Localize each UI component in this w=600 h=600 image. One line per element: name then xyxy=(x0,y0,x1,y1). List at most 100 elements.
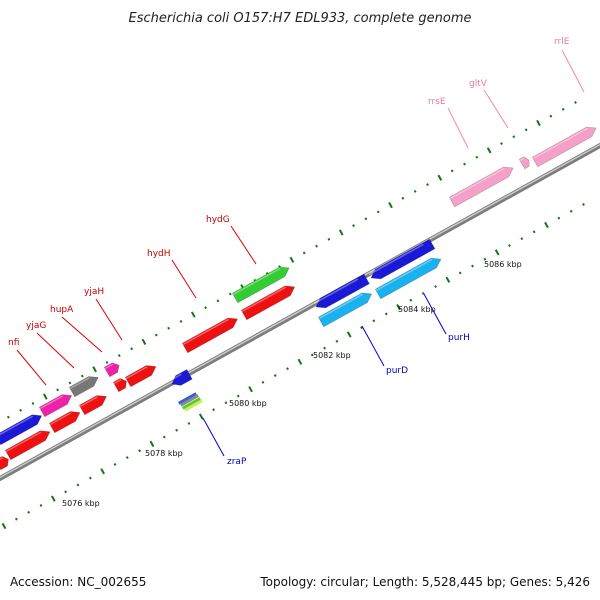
gene-zraP-band-3 xyxy=(184,399,203,412)
gene-magenta-a-highlight xyxy=(39,395,64,410)
gene-red-hydG-highlight xyxy=(241,286,287,313)
genome-backbone xyxy=(0,142,600,482)
gene-red-a-highlight xyxy=(0,457,4,461)
gene-label-hydG: hydG xyxy=(206,215,230,225)
gene-blue-a-highlight xyxy=(0,415,34,436)
tick-mark xyxy=(310,353,314,357)
gene-red-f xyxy=(124,365,157,388)
tick-mark xyxy=(582,203,585,206)
tick-mark xyxy=(113,462,117,466)
tick-mark xyxy=(536,119,541,127)
tick-mark xyxy=(372,319,376,323)
tick-mark xyxy=(327,237,331,241)
gene-green-a-highlight xyxy=(232,267,281,296)
tick-mark xyxy=(149,440,155,448)
gene-red-a xyxy=(0,456,9,471)
tick-mark xyxy=(384,312,388,316)
leader-zraP xyxy=(202,417,225,457)
gene-blue-a xyxy=(0,414,43,446)
gene-magenta-b-highlight xyxy=(104,363,114,370)
tick-mark xyxy=(39,504,43,507)
gene-cyan-a-highlight xyxy=(318,293,364,320)
tick-mark xyxy=(569,209,573,213)
tick-mark xyxy=(364,217,368,221)
tick-mark xyxy=(409,298,413,302)
tick-label-5076: 5076 kbp xyxy=(62,499,100,508)
tick-mark xyxy=(549,114,553,118)
gene-zraP-band-1 xyxy=(180,394,199,407)
gene-label-yjaH: yjaH xyxy=(84,287,104,297)
tick-mark xyxy=(19,408,23,412)
tick-mark xyxy=(76,483,80,487)
gene-label-gltV: gltV xyxy=(469,79,488,89)
tick-mark xyxy=(236,394,240,398)
gene-blue-b xyxy=(171,369,193,386)
gene-red-d-highlight xyxy=(79,396,98,408)
gene-red-e xyxy=(112,378,127,393)
tick-mark xyxy=(100,468,105,475)
tick-mark xyxy=(141,338,147,346)
gene-cyan-b-highlight xyxy=(375,258,433,292)
gene-label-nfi: nfi xyxy=(8,338,19,348)
tick-mark xyxy=(216,299,220,303)
tick-mark xyxy=(27,510,31,514)
gene-label-rrsE: rrsE xyxy=(428,97,446,107)
gene-red-f-highlight xyxy=(125,366,148,380)
tick-mark xyxy=(198,413,204,420)
tick-mark xyxy=(524,128,528,132)
gene-cyan-a xyxy=(317,292,373,328)
gene-label-hupA: hupA xyxy=(50,305,74,315)
gene-pink-a-highlight xyxy=(449,167,505,200)
tick-mark xyxy=(500,142,503,145)
tick-mark xyxy=(286,367,289,371)
tick-mark xyxy=(261,380,265,384)
gene-features xyxy=(0,126,597,471)
tick-mark xyxy=(413,189,417,193)
gene-red-hydH-highlight xyxy=(182,318,229,346)
tick-mark xyxy=(6,415,10,419)
tick-mark xyxy=(401,196,405,200)
gene-red-b xyxy=(4,430,51,461)
leader-rrlE xyxy=(561,49,585,93)
tick-mark xyxy=(450,169,454,173)
tick-mark xyxy=(92,366,97,373)
tick-label-5078: 5078 kbp xyxy=(145,449,183,458)
leader-hupA xyxy=(61,316,103,353)
tick-mark xyxy=(224,401,228,405)
tick-mark xyxy=(396,303,401,311)
gene-label-purD: purD xyxy=(386,366,408,376)
accession-text: Accession: NC_002655 xyxy=(10,575,147,589)
tick-mark xyxy=(31,402,35,405)
tick-mark xyxy=(458,271,462,275)
tick-mark xyxy=(508,244,511,247)
gene-pink-b xyxy=(518,156,530,170)
map-title: Escherichia coli O157:H7 EDL933, complet… xyxy=(129,11,472,26)
gene-red-e-highlight xyxy=(113,379,122,385)
gene-blue-c-highlight xyxy=(313,278,359,305)
tick-mark xyxy=(463,162,466,166)
tick-mark xyxy=(56,388,60,392)
tick-label-5084: 5084 kbp xyxy=(398,305,436,314)
gene-red-hydG xyxy=(240,285,296,321)
gene-pink-c xyxy=(531,126,597,168)
tick-mark xyxy=(248,386,253,393)
tick-mark xyxy=(388,201,393,209)
tick-mark xyxy=(434,285,437,289)
tick-mark xyxy=(138,449,142,453)
gene-gray-a-highlight xyxy=(69,377,90,390)
gene-label-purH: purH xyxy=(448,333,470,343)
tick-mark xyxy=(335,339,339,343)
tick-mark xyxy=(190,311,196,318)
tick-mark xyxy=(352,224,355,228)
gene-red-hydH xyxy=(181,317,238,354)
tick-mark xyxy=(494,249,500,256)
tick-mark xyxy=(475,155,479,159)
tick-mark xyxy=(376,210,380,214)
tick-mark xyxy=(421,291,425,295)
tick-mark xyxy=(471,264,474,268)
tick-mark xyxy=(445,276,451,283)
tick-mark xyxy=(125,456,129,460)
gene-red-c-highlight xyxy=(49,412,72,426)
gene-gray-a xyxy=(68,376,99,398)
gene-cyan-b xyxy=(374,257,442,300)
